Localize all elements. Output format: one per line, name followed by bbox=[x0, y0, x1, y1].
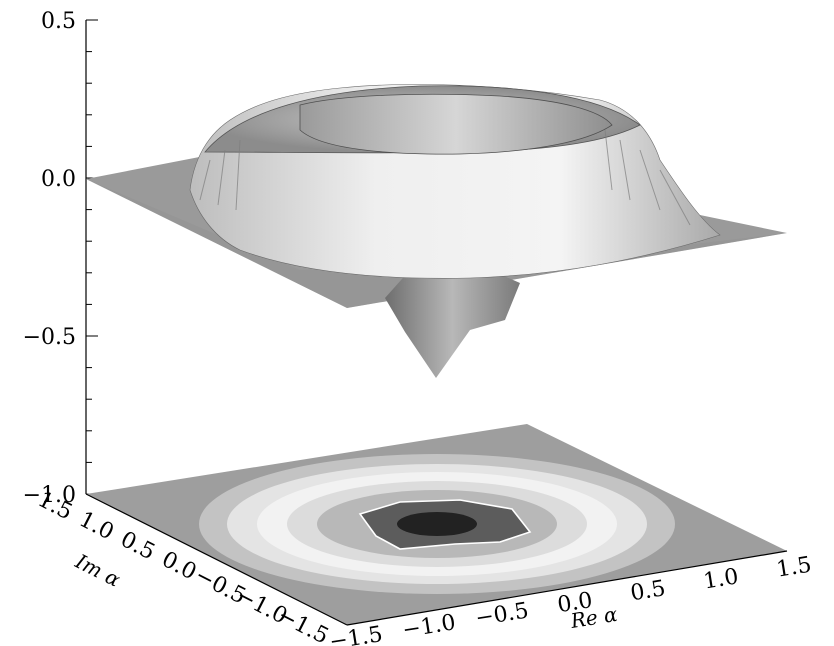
z-tick-label: 0.5 bbox=[41, 9, 76, 34]
z-tick-label: −0.5 bbox=[23, 325, 76, 350]
x-tick-label: −1.0 bbox=[401, 610, 458, 643]
y-tick-label: 0.5 bbox=[116, 527, 159, 565]
x-tick-label: 1.5 bbox=[775, 552, 813, 582]
x-tick-label: 1.0 bbox=[702, 564, 740, 594]
contour-level-min bbox=[397, 512, 477, 536]
z-tick-label: 0.0 bbox=[41, 167, 76, 192]
contour-floor bbox=[86, 424, 787, 625]
surface-center-dip bbox=[385, 265, 520, 378]
z-tick-label: −1.0 bbox=[23, 483, 76, 508]
x-tick-label: −1.5 bbox=[328, 622, 385, 646]
z-axis: −1.0 −0.5 0.0 0.5 bbox=[23, 9, 98, 508]
x-tick-label: 0.5 bbox=[629, 576, 667, 606]
y-axis-title: Im α bbox=[71, 549, 125, 592]
surface-ring-inner bbox=[299, 93, 613, 155]
y-tick-label: 1.0 bbox=[75, 507, 118, 545]
x-tick-label: −0.5 bbox=[474, 598, 531, 631]
x-tick-label: 0.0 bbox=[556, 588, 594, 618]
surface-ridges bbox=[199, 129, 691, 226]
